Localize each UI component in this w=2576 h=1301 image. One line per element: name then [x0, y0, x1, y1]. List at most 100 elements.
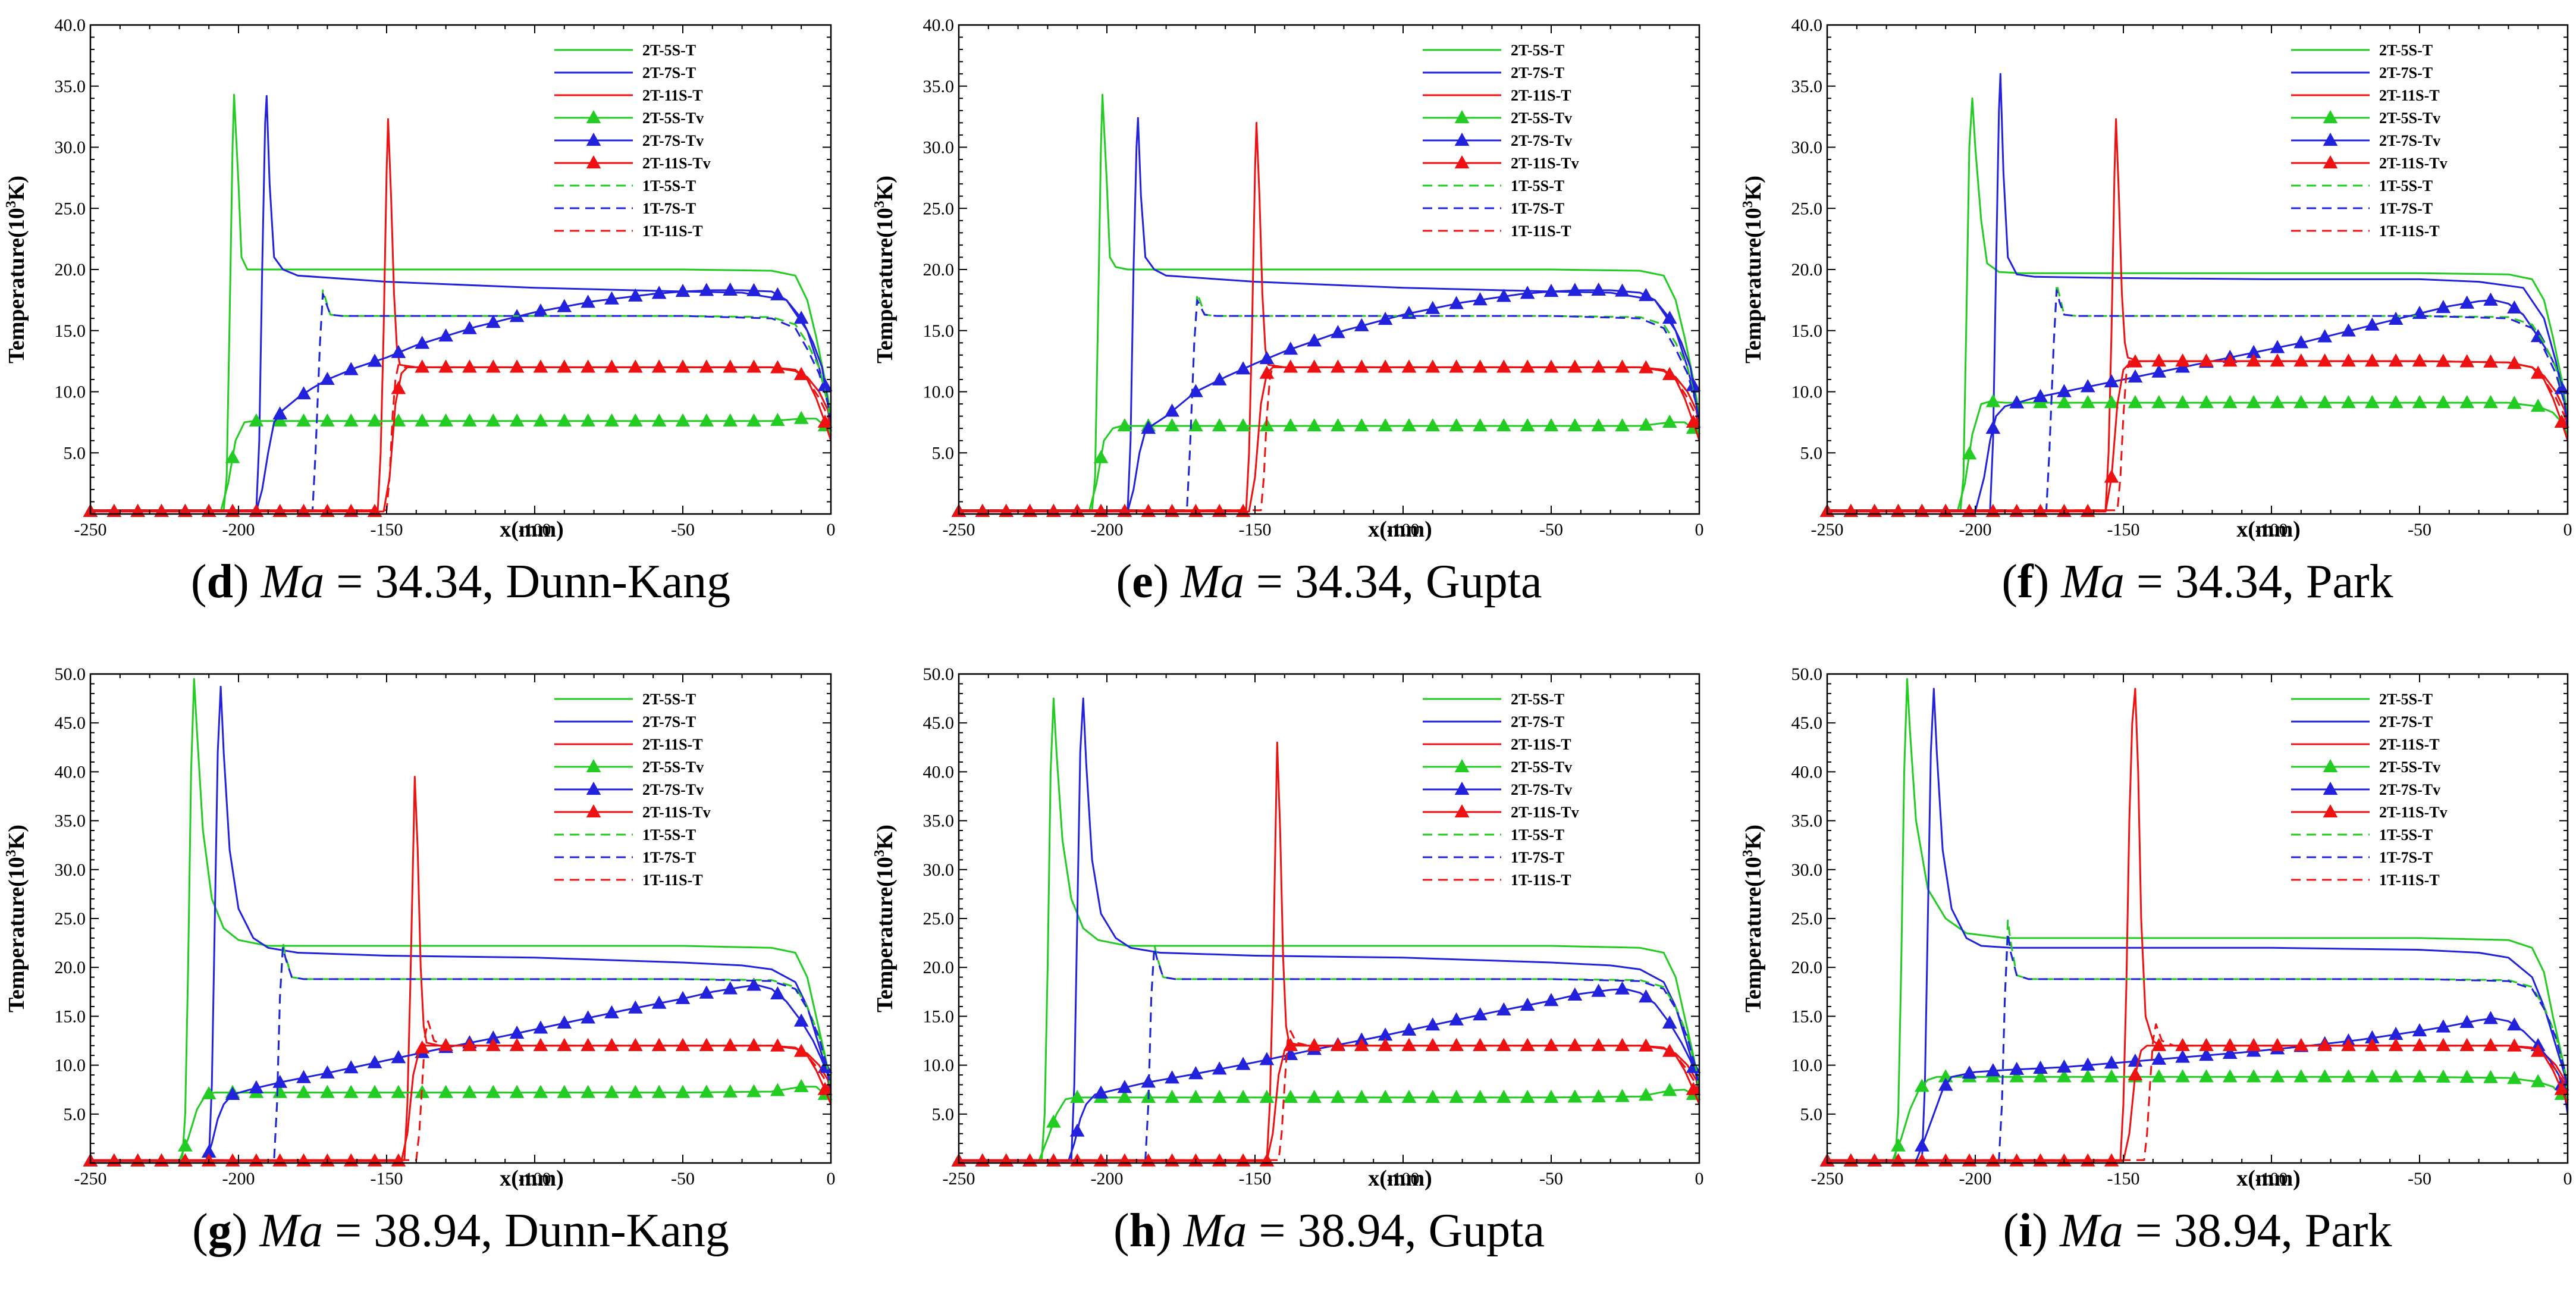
- x-tick-label: 0: [2564, 520, 2572, 540]
- data-point-marker: [651, 1084, 667, 1098]
- y-tick-label: 45.0: [1791, 713, 1823, 733]
- data-point-marker: [2246, 1069, 2261, 1083]
- y-axis-label-superscript: 3: [1740, 200, 1756, 208]
- y-tick-label: 30.0: [923, 860, 955, 880]
- legend-marker: [1454, 804, 1470, 818]
- data-point-marker: [1141, 421, 1156, 434]
- caption-letter: f: [2017, 556, 2034, 608]
- legend-label: 2T-7S-Tv: [642, 781, 704, 798]
- data-point-marker: [1615, 1089, 1630, 1102]
- y-tick-label: 25.0: [1791, 199, 1823, 218]
- data-point-marker: [533, 1020, 548, 1034]
- series-line-1t-7s-t: [1827, 932, 2568, 1161]
- y-axis-label-superscript: 3: [872, 849, 887, 857]
- y-tick-label: 30.0: [1791, 860, 1823, 880]
- data-point-marker: [1212, 1061, 1227, 1075]
- data-point-marker: [2151, 364, 2167, 378]
- series-line-1t-7s-t: [90, 946, 831, 1161]
- data-point-marker: [2246, 1037, 2261, 1051]
- data-point-marker: [1235, 418, 1251, 432]
- data-point-marker: [2317, 353, 2332, 367]
- data-point-marker: [1354, 418, 1369, 432]
- data-point-marker: [2364, 1069, 2380, 1083]
- x-tick-label: -200: [222, 1169, 255, 1189]
- data-point-marker: [675, 990, 691, 1004]
- caption-ma-symbol: Ma: [261, 556, 325, 608]
- data-point-marker: [2341, 1037, 2356, 1051]
- data-point-marker: [225, 1086, 240, 1101]
- data-point-marker: [627, 288, 643, 302]
- x-tick-label: -100: [1387, 1169, 1420, 1189]
- x-tick-label: -50: [671, 520, 695, 540]
- data-point-marker: [1473, 418, 1488, 432]
- legend-label: 1T-5S-T: [1511, 826, 1564, 844]
- data-point-marker: [2317, 1037, 2332, 1051]
- data-point-marker: [1259, 1089, 1275, 1103]
- data-point-marker: [1496, 1002, 1511, 1015]
- series-line-1t-11s-t: [959, 363, 1699, 512]
- x-axis-label: x(mm): [2236, 517, 2301, 542]
- data-point-marker: [2507, 300, 2522, 314]
- data-point-marker: [391, 1050, 406, 1064]
- data-point-marker: [2388, 1026, 2404, 1040]
- y-axis-label-superscript: 3: [4, 200, 19, 208]
- data-point-marker: [343, 362, 359, 375]
- y-axis-label-superscript: 3: [1740, 849, 1756, 857]
- caption-ma-value: = 34.34, Park: [2125, 556, 2393, 608]
- series-line-2t-11s-tv: [959, 366, 1699, 513]
- data-point-marker: [2175, 1037, 2190, 1051]
- x-tick-label: -100: [1387, 520, 1420, 540]
- legend-label: 2T-7S-Tv: [642, 132, 704, 149]
- data-point-marker: [2104, 394, 2119, 409]
- data-point-marker: [1212, 418, 1227, 432]
- data-point-marker: [509, 1026, 525, 1039]
- data-point-marker: [2080, 1069, 2095, 1083]
- series-line-2t-7s-tv: [1827, 1017, 2568, 1162]
- data-point-marker: [272, 1084, 288, 1098]
- y-tick-label: 15.0: [55, 1007, 86, 1026]
- data-point-marker: [604, 291, 619, 305]
- data-point-marker: [2530, 1074, 2546, 1087]
- x-tick-label: -150: [2107, 1169, 2140, 1189]
- y-tick-label: 35.0: [1791, 811, 1823, 831]
- data-point-marker: [2364, 1037, 2380, 1051]
- data-point-marker: [1962, 446, 1977, 460]
- x-tick-label: -250: [943, 520, 975, 540]
- data-point-marker: [2341, 394, 2356, 409]
- data-point-marker: [509, 1037, 525, 1051]
- series-line-2t-5s-t: [90, 93, 831, 512]
- legend-label: 2T-11S-Tv: [642, 804, 711, 821]
- caption-ma-symbol: Ma: [2059, 1205, 2123, 1257]
- legend-label: 2T-11S-T: [1511, 736, 1571, 753]
- data-point-marker: [1615, 1037, 1630, 1051]
- series-line-2t-11s-t: [90, 776, 831, 1161]
- data-point-marker: [651, 413, 667, 427]
- legend: 2T-5S-T 2T-7S-T 2T-11S-T 2T-5S-Tv 2T-7S-Tv 2T…: [554, 691, 711, 889]
- caption-open-paren: (: [2001, 556, 2017, 608]
- x-tick-label: -50: [2408, 520, 2431, 540]
- x-tick-label: -50: [1539, 1169, 1563, 1189]
- data-point-marker: [1591, 418, 1607, 432]
- legend-label: 2T-11S-Tv: [2379, 155, 2448, 172]
- legend-label: 2T-5S-Tv: [642, 758, 704, 776]
- data-point-marker: [1235, 361, 1251, 375]
- chart-panel-e: -250 -200 -150 -100 -50 0 5.0 10.0 15.0 20.0 25.0 3…: [872, 15, 1704, 608]
- legend-label: 2T-7S-Tv: [1511, 781, 1572, 798]
- legend-marker: [2323, 110, 2338, 124]
- x-tick-label: -100: [2255, 520, 2288, 540]
- data-point-marker: [1496, 359, 1511, 373]
- x-tick-label: -200: [1959, 1169, 1992, 1189]
- data-point-marker: [817, 378, 833, 391]
- data-point-marker: [699, 359, 714, 373]
- panel-caption: (f) Ma = 34.34, Park: [2001, 556, 2393, 608]
- x-tick-label: -250: [74, 1169, 107, 1189]
- data-point-marker: [2554, 381, 2569, 394]
- data-point-marker: [533, 303, 548, 317]
- data-point-marker: [2483, 1070, 2498, 1083]
- data-point-marker: [2057, 1069, 2072, 1083]
- data-point-marker: [1520, 997, 1535, 1011]
- series-line-1t-7s-t: [1827, 289, 2568, 512]
- data-point-marker: [391, 344, 406, 358]
- series-line-2t-7s-t: [90, 95, 831, 512]
